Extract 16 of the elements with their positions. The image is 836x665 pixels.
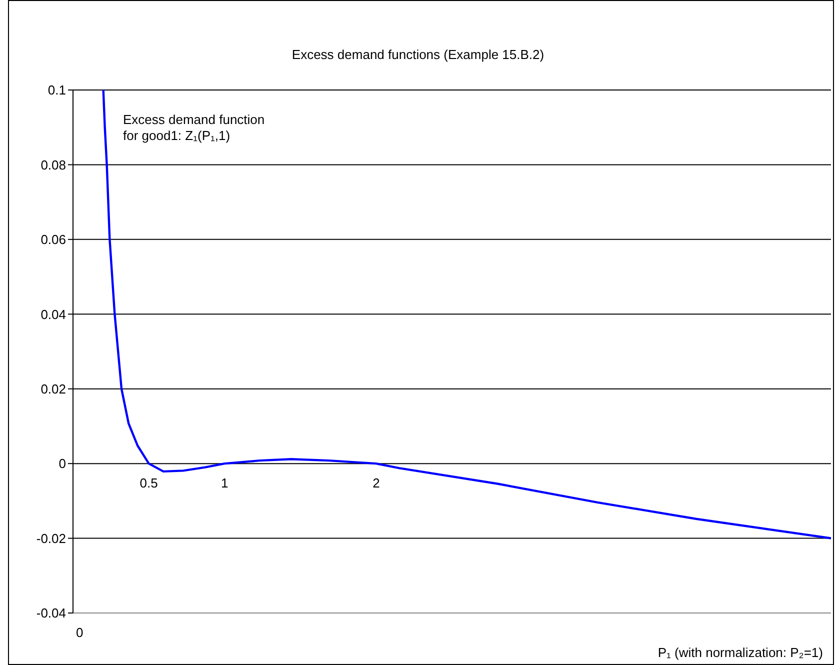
y-tick-label: 0.06 [40, 232, 66, 248]
annotation: Excess demand function for good1: Z₁(P₁,1) [123, 112, 265, 144]
y-tick-label: 0.08 [40, 157, 66, 172]
y-tick-label: 0.1 [48, 82, 66, 98]
x-axis-title: P₁ (with normalization: P₂=1) [658, 645, 823, 660]
line-series [102, 90, 831, 540]
y-tick-label: 0.04 [40, 306, 66, 322]
x-tick-label: 2 [372, 476, 380, 491]
x-tick-label: 1 [220, 476, 228, 491]
y-tick-label: -0.02 [36, 530, 66, 546]
y-tick-label: 0.02 [40, 381, 66, 396]
y-tick-label: 0 [58, 456, 66, 472]
y-tick-label: -0.04 [36, 606, 66, 621]
x-tick-label: 0.5 [140, 476, 158, 491]
text: 0 [76, 625, 84, 641]
chart-title: Excess demand functions (Example 15.B.2) [290, 47, 546, 62]
